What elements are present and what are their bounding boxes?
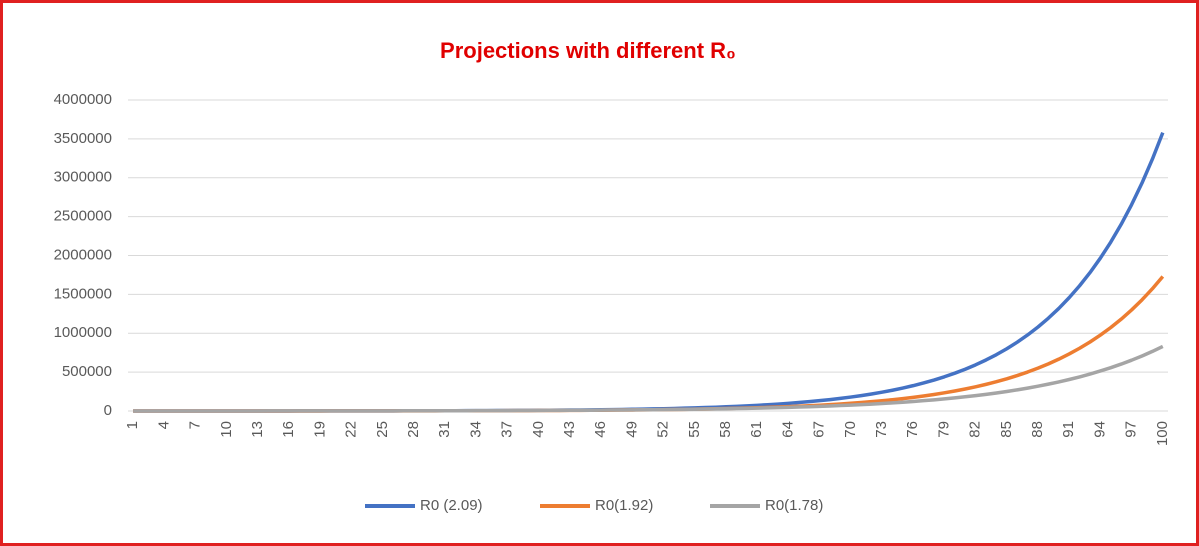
legend-label: R0(1.92) (595, 497, 653, 514)
series-line (133, 344, 1164, 413)
y-tick-label: 3500000 (54, 130, 112, 147)
legend-label: R0(1.78) (765, 497, 823, 514)
x-tick-label: 25 (374, 421, 391, 438)
x-tick-label: 64 (779, 421, 796, 438)
x-tick-label: 79 (935, 421, 952, 438)
x-tick-label: 55 (686, 421, 703, 438)
x-tick-label: 82 (967, 421, 984, 438)
x-tick-label: 37 (499, 421, 516, 438)
x-tick-label: 70 (842, 421, 859, 438)
x-tick-label: 46 (592, 421, 609, 438)
x-tick-label: 34 (467, 421, 484, 438)
x-tick-label: 4 (155, 421, 172, 429)
x-tick-label: 31 (436, 421, 453, 438)
x-tick-label: 40 (530, 421, 547, 438)
x-tick-label: 1 (124, 421, 141, 429)
x-tick-label: 43 (561, 421, 578, 438)
x-tick-label: 76 (904, 421, 921, 438)
x-tick-label: 52 (655, 421, 672, 438)
y-tick-label: 1000000 (54, 324, 112, 341)
x-tick-label: 85 (998, 421, 1015, 438)
x-tick-label: 19 (311, 421, 328, 438)
y-tick-label: 3000000 (54, 169, 112, 186)
y-tick-label: 0 (104, 402, 112, 419)
x-tick-label: 100 (1154, 421, 1171, 446)
y-tick-label: 4000000 (54, 91, 112, 108)
y-tick-label: 2000000 (54, 246, 112, 263)
x-tick-label: 58 (717, 421, 734, 438)
chart-title: Projections with different R₀ (440, 38, 736, 63)
x-tick-label: 13 (249, 421, 266, 438)
x-tick-label: 10 (218, 421, 235, 438)
y-tick-label: 2500000 (54, 208, 112, 225)
y-tick-label: 500000 (62, 363, 112, 380)
x-tick-label: 88 (1029, 421, 1046, 438)
x-tick-label: 97 (1123, 421, 1140, 438)
x-tick-label: 49 (623, 421, 640, 438)
x-tick-label: 91 (1060, 421, 1077, 438)
x-tick-label: 7 (187, 421, 204, 429)
y-tick-label: 1500000 (54, 285, 112, 302)
legend-label: R0 (2.09) (420, 497, 483, 514)
x-tick-label: 73 (873, 421, 890, 438)
x-tick-label: 28 (405, 421, 422, 438)
x-tick-label: 61 (748, 421, 765, 438)
x-tick-label: 16 (280, 421, 297, 438)
x-tick-label: 94 (1091, 421, 1108, 438)
x-tick-label: 22 (343, 421, 360, 438)
x-tick-label: 67 (811, 421, 828, 438)
